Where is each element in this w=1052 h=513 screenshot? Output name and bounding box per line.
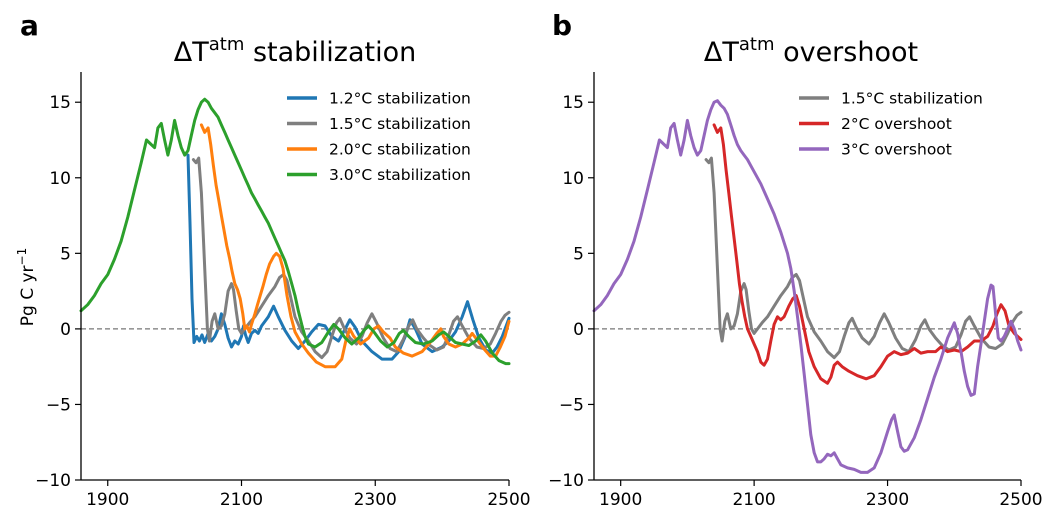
legend-label-3c-overshoot: 3°C overshoot (841, 141, 952, 159)
x-tick-label: 1900 (599, 490, 642, 510)
legend-label-1-2c-stabilization: 1.2°C stabilization (329, 90, 471, 108)
series-line-2c-overshoot (712, 123, 1023, 385)
legend-label-2c-overshoot: 2°C overshoot (841, 115, 952, 133)
legend-background (279, 82, 509, 190)
y-tick-label: 15 (562, 93, 584, 113)
y-tick-label: 10 (49, 169, 71, 189)
y-tick-label: 10 (562, 169, 584, 189)
legend-label-1-5c-stabilization: 1.5°C stabilization (329, 115, 471, 133)
series-group-b (592, 99, 1023, 474)
panel-a-title: ΔTatm stabilization (174, 34, 416, 68)
legend-label-2-0c-stabilization: 2.0°C stabilization (329, 141, 471, 159)
y-tick-label: −5 (559, 395, 584, 415)
x-tick-label: 2500 (487, 490, 530, 510)
panel-letter-a: a (20, 9, 39, 42)
y-tick-label: 5 (60, 244, 71, 264)
y-tick-label: −5 (46, 395, 71, 415)
series-line-1-5c-stabilization (704, 156, 1023, 360)
x-tick-label: 2500 (999, 490, 1042, 510)
y-tick-label: 15 (49, 93, 71, 113)
y-tick-label: 5 (573, 244, 584, 264)
axes-a: −10 −5 0 5 10 15 1900 2100 2300 2500 (35, 72, 531, 510)
series-line-3-0c-stabilization (79, 97, 511, 366)
y-tick-label: 0 (60, 320, 71, 340)
axes-b: −10 −5 0 5 10 15 1900 2100 2300 2500 (548, 72, 1043, 510)
panel-b: b ΔTatm overshoot −10 −5 0 5 10 15 1900 2100 230… (548, 9, 1043, 510)
panel-letter-b: b (552, 9, 572, 42)
y-axis-label: Pg C yr−1 (15, 248, 38, 326)
x-tick-label: 2300 (354, 490, 397, 510)
legend-a: 1.2°C stabilization 1.5°C stabilization 2.… (279, 82, 509, 190)
legend-b: 1.5°C stabilization 2°C overshoot 3°C over… (791, 82, 1023, 165)
panel-b-title: ΔTatm overshoot (704, 34, 918, 68)
x-tick-label: 2300 (866, 490, 909, 510)
series-line-2-0c-stabilization (199, 123, 511, 369)
series-group-a (79, 97, 511, 369)
y-tick-label: 0 (573, 320, 584, 340)
series-line-3c-overshoot (592, 99, 1023, 474)
legend-background (791, 82, 1023, 165)
y-tick-label: −10 (35, 471, 71, 491)
x-tick-label: 1900 (86, 490, 129, 510)
x-tick-label: 2100 (220, 490, 263, 510)
x-tick-label: 2100 (732, 490, 775, 510)
panel-a: a ΔTatm stabilization Pg C yr−1 −10 −5 0 5 1… (15, 9, 531, 510)
y-tick-label: −10 (548, 471, 584, 491)
legend-label-3-0c-stabilization: 3.0°C stabilization (329, 166, 471, 184)
legend-label-1-5c-stabilization: 1.5°C stabilization (841, 90, 983, 108)
